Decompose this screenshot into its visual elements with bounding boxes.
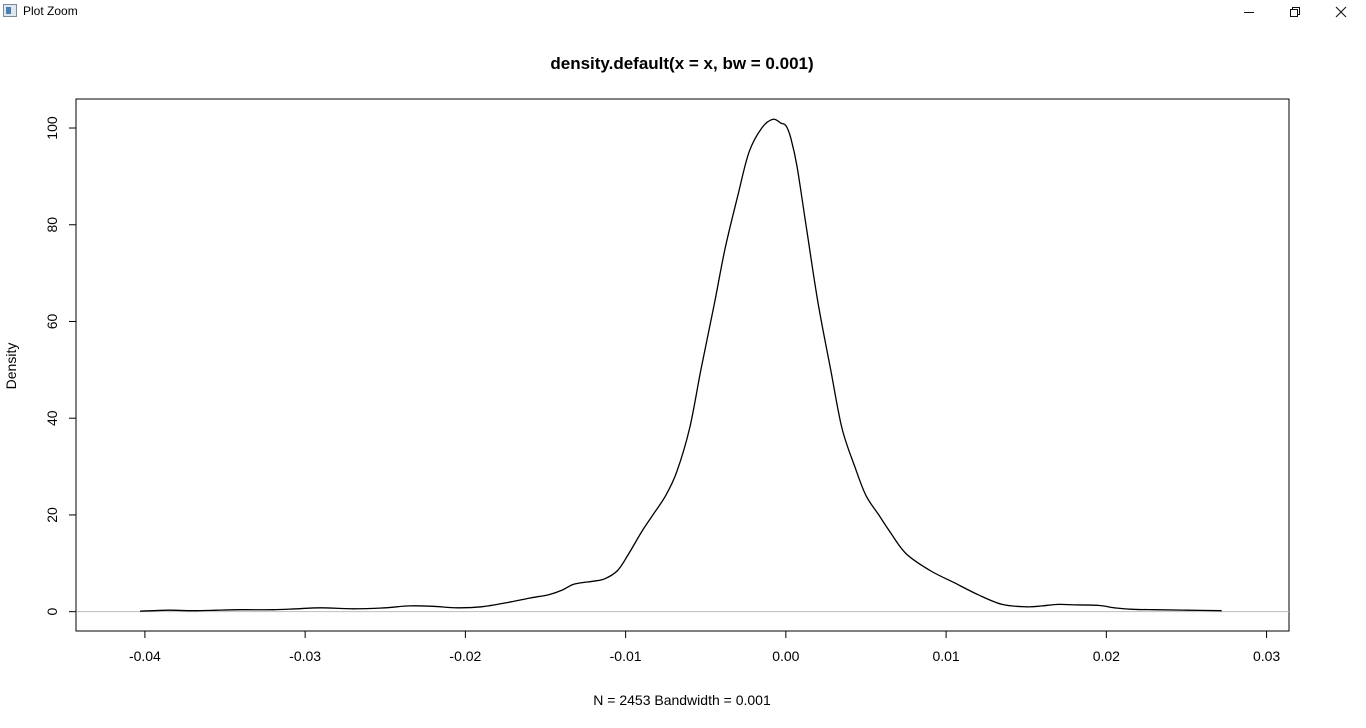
density-plot: density.default(x = x, bw = 0.001) -0.04…: [3, 54, 1290, 708]
close-icon: [1335, 6, 1347, 18]
y-axis: 0 20 40 60 80 100: [44, 116, 77, 616]
y-tick-label: 100: [44, 116, 60, 140]
chart-title: density.default(x = x, bw = 0.001): [550, 54, 813, 73]
window-titlebar: Plot Zoom: [0, 0, 1366, 24]
restore-icon: [1290, 7, 1300, 17]
x-tick-label: 0.02: [1093, 648, 1120, 664]
x-tick-label: -0.02: [449, 648, 481, 664]
x-tick-label: -0.04: [129, 648, 161, 664]
y-tick-label: 20: [44, 507, 60, 523]
close-button[interactable]: [1318, 0, 1364, 24]
x-tick-label: -0.01: [610, 648, 642, 664]
minimize-icon: [1244, 12, 1254, 13]
y-tick-label: 0: [44, 608, 60, 616]
restore-button[interactable]: [1272, 0, 1318, 24]
x-tick-label: 0.01: [932, 648, 959, 664]
window-title: Plot Zoom: [23, 4, 78, 18]
plot-window-icon: [3, 4, 17, 17]
y-tick-label: 80: [44, 217, 60, 233]
x-tick-label: -0.03: [289, 648, 321, 664]
density-curve: [140, 118, 1222, 612]
y-tick-label: 40: [44, 410, 60, 426]
x-tick-label: 0.00: [772, 648, 799, 664]
x-axis-label: N = 2453 Bandwidth = 0.001: [593, 692, 771, 708]
minimize-button[interactable]: [1226, 0, 1272, 24]
y-axis-label: Density: [3, 343, 19, 390]
x-tick-label: 0.03: [1253, 648, 1280, 664]
x-axis: -0.04 -0.03 -0.02 -0.01 0.00 0.01 0.02 0.03: [129, 630, 1280, 664]
plot-frame: [75, 98, 1290, 632]
y-tick-label: 60: [44, 313, 60, 329]
